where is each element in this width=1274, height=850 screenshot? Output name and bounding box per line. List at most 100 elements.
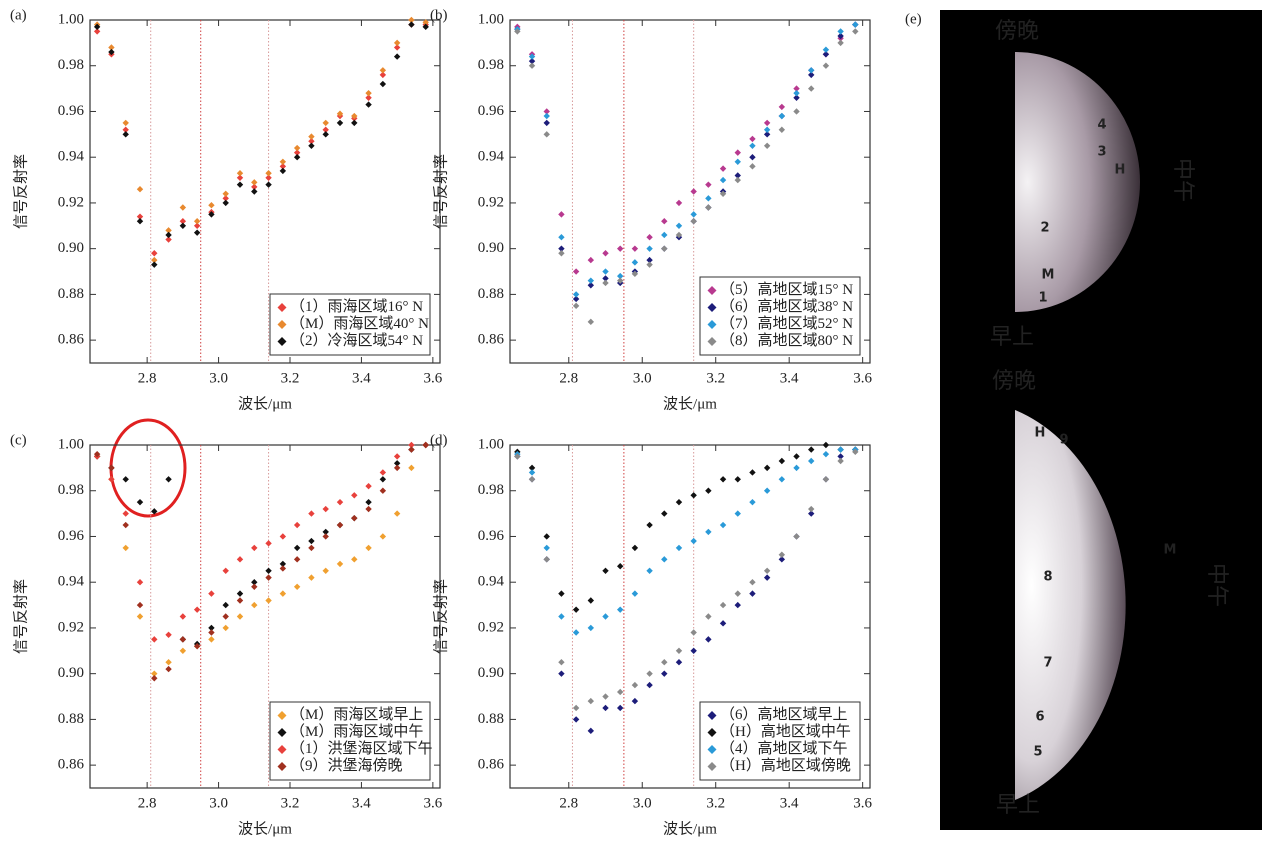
data-point [108,476,115,483]
data-point [808,505,815,513]
data-point [852,21,859,28]
data-point [528,53,536,60]
legend-marker [707,728,717,737]
data-point [422,441,429,449]
data-point [408,21,415,28]
data-point [558,211,565,218]
x-tick-label: 3.4 [780,370,799,386]
data-point [763,464,771,472]
legend-label: （H）高地区域中午 [720,723,851,740]
data-point [734,476,741,483]
data-point [122,476,129,483]
site-label: 8 [1043,570,1052,585]
y-tick-label: 0.88 [478,711,504,727]
y-axis-label: 信号反射率 [12,154,29,229]
data-point [793,464,800,472]
y-tick-label: 0.86 [478,757,505,773]
data-point [336,498,344,506]
data-point [808,67,815,74]
x-tick-label: 3.6 [423,795,442,811]
x-tick-label: 3.4 [352,370,371,386]
data-point [763,487,771,494]
data-point [587,318,595,326]
data-point [151,261,158,268]
data-point [293,556,301,563]
plot-frame [89,19,441,364]
data-point [251,179,258,186]
data-point [236,170,244,177]
legend-label: （H）高地区域傍晚 [720,757,851,774]
x-tick-label: 3.0 [633,795,652,811]
data-point [749,590,756,597]
data-point [308,137,315,145]
data-point [365,482,372,490]
data-point [690,188,697,195]
y-tick-label: 0.96 [58,103,85,119]
x-tick-label: 3.0 [209,795,228,811]
data-point [617,688,624,696]
legend-marker [707,711,717,720]
data-point [136,601,144,609]
data-point [558,250,565,257]
data-point [778,103,786,111]
y-tick-label: 1.00 [58,436,84,452]
data-point [265,540,272,547]
y-tick-label: 0.96 [478,103,505,119]
data-point [587,597,595,604]
data-point [719,176,727,184]
y-tick-label: 1.00 [478,436,504,452]
data-point [222,190,229,197]
data-point [572,291,580,298]
data-point [661,670,668,677]
data-point [136,213,144,220]
data-point [572,606,580,613]
data-point [763,567,771,574]
data-point [379,487,387,494]
legend-label: （5）高地区域15° N [720,281,853,298]
data-point [837,453,844,460]
data-point [734,172,741,179]
legend-label: （M）雨海区域中午 [290,723,423,740]
y-tick-label: 1.00 [478,11,504,27]
x-tick-label: 2.8 [559,370,578,386]
legend-marker [277,745,287,754]
data-point [822,450,830,458]
data-point [365,89,372,97]
y-tick-label: 0.92 [478,194,504,210]
data-point [393,44,401,51]
data-point [251,183,258,191]
data-point [236,556,244,563]
data-point [265,597,272,604]
data-point [528,464,536,472]
data-point [646,245,653,252]
data-point [734,158,741,165]
data-point [151,256,158,264]
data-point [778,112,786,120]
data-point [558,670,565,677]
site-label: M [1164,543,1177,558]
site-label: 4 [1097,118,1106,133]
data-point [763,142,771,149]
data-point [151,250,158,257]
data-point [251,601,258,609]
data-point [308,142,315,149]
legend-marker [707,320,717,329]
data-point [705,204,712,211]
legend-label: （M）雨海区域早上 [290,706,423,723]
y-tick-label: 0.98 [478,57,504,73]
data-point [136,579,144,586]
data-point [558,245,565,252]
y-tick-label: 0.98 [58,57,84,73]
data-point [690,492,697,499]
data-point [265,574,272,581]
data-point [308,510,315,517]
data-point [778,126,786,133]
data-point [719,190,727,197]
data-point [631,259,639,266]
data-point [631,245,639,252]
data-point [293,144,301,152]
data-point [719,476,727,483]
data-point [763,131,771,138]
data-point [734,510,741,517]
data-point [265,567,272,574]
